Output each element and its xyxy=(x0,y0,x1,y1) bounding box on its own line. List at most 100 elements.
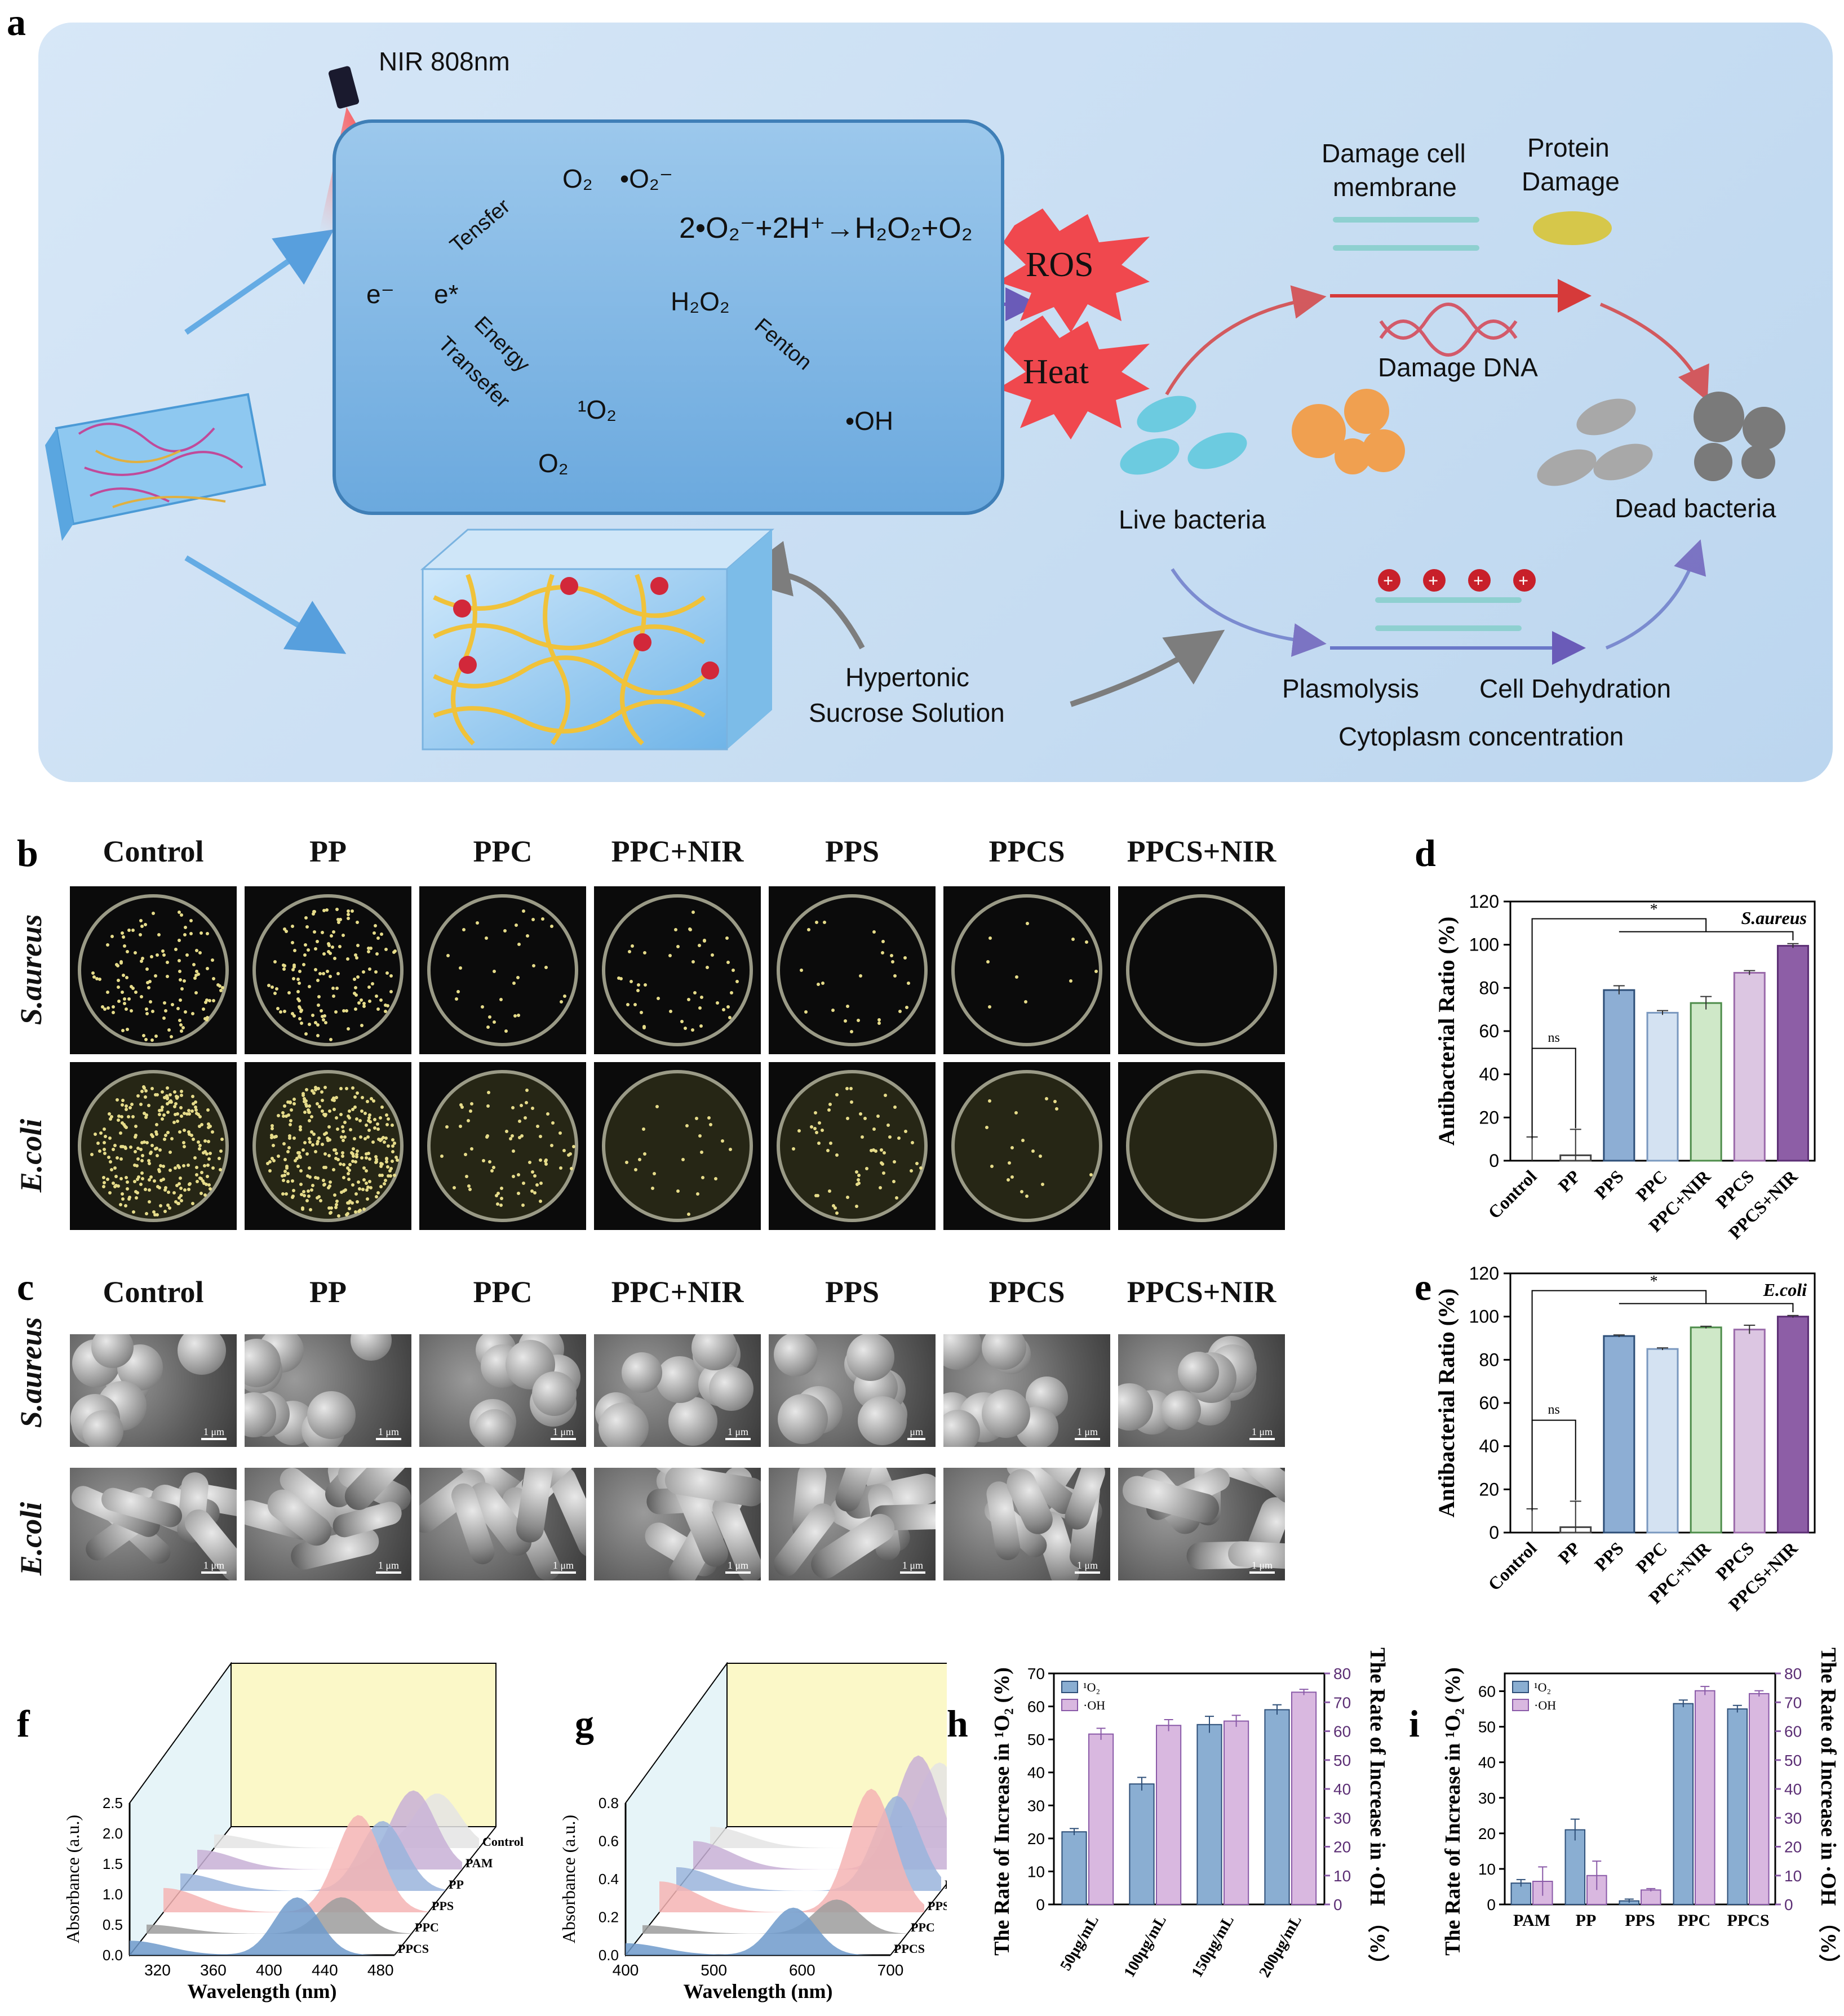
colony xyxy=(281,1111,285,1114)
colony xyxy=(728,1015,732,1019)
colony xyxy=(144,1095,148,1099)
colony xyxy=(361,970,365,974)
colony xyxy=(544,1162,548,1166)
spectrum-PPC xyxy=(642,1899,907,1934)
colony xyxy=(142,1112,146,1116)
colony xyxy=(716,1001,720,1005)
y2-tick-label: 10 xyxy=(1333,1867,1351,1885)
column-header-4: PPS xyxy=(825,834,879,868)
bar-¹O₂-PPC xyxy=(1673,1703,1694,1905)
o2-label-2: O₂ xyxy=(538,449,569,478)
colony xyxy=(316,1023,320,1027)
colony xyxy=(166,1102,170,1105)
colony xyxy=(849,1030,853,1034)
y-tick-label: 50 xyxy=(1027,1731,1045,1748)
bar-¹O₂-PPCS xyxy=(1727,1708,1748,1905)
colony xyxy=(347,1201,351,1205)
panel-letter-e: e xyxy=(1415,1265,1432,1308)
colony xyxy=(532,964,536,968)
colony xyxy=(145,980,149,984)
colony xyxy=(346,909,350,913)
colony xyxy=(470,1102,474,1105)
colony xyxy=(195,969,199,973)
colony xyxy=(158,1148,162,1152)
colony xyxy=(144,1037,148,1041)
colony xyxy=(283,1104,287,1108)
colony xyxy=(282,967,286,971)
colony xyxy=(191,1011,195,1015)
colony xyxy=(1031,1149,1035,1153)
colony xyxy=(673,927,677,931)
y-tick-label: 20 xyxy=(1479,1107,1499,1127)
colony xyxy=(698,1006,702,1010)
colony xyxy=(147,985,150,989)
colony xyxy=(490,1169,494,1173)
colony xyxy=(322,1183,326,1187)
colony xyxy=(166,1086,170,1090)
x-tick-label: 100μg/mL xyxy=(1120,1912,1170,1981)
colony xyxy=(110,934,114,938)
colony xyxy=(454,997,458,1001)
colony xyxy=(206,1163,210,1167)
colony xyxy=(701,1176,704,1180)
y2-tick-label: 30 xyxy=(1784,1809,1802,1827)
y-tick-label: 0.0 xyxy=(599,1947,619,1964)
colony xyxy=(156,1154,159,1158)
colony xyxy=(356,975,360,979)
colony xyxy=(286,1100,290,1104)
colony xyxy=(172,1121,176,1125)
petri-dish-rim xyxy=(252,894,404,1046)
y2-tick-label: 30 xyxy=(1333,1809,1351,1827)
scale-bar: 1 μm xyxy=(201,1426,227,1440)
colony xyxy=(481,1159,485,1163)
colony xyxy=(163,1186,167,1190)
colony xyxy=(102,1148,106,1152)
colony xyxy=(305,925,309,929)
colony xyxy=(134,990,138,994)
colony xyxy=(206,1175,210,1179)
colony xyxy=(348,1169,352,1173)
colony xyxy=(216,983,220,987)
colony xyxy=(367,985,371,989)
colony xyxy=(336,917,340,921)
colony xyxy=(154,1133,158,1136)
colony xyxy=(123,1125,127,1129)
colony xyxy=(104,1135,108,1139)
colony xyxy=(562,994,566,998)
colony xyxy=(328,1184,332,1188)
colony xyxy=(500,1196,504,1200)
colony xyxy=(179,913,183,917)
colony xyxy=(311,1143,315,1147)
colony xyxy=(168,1100,172,1104)
colony xyxy=(986,960,990,963)
colony xyxy=(344,1188,348,1192)
x-tick-label: PAM xyxy=(1513,1911,1550,1930)
colony xyxy=(108,1160,112,1164)
y2-tick-label: 80 xyxy=(1784,1665,1802,1682)
colony xyxy=(185,953,189,957)
colony xyxy=(877,1022,881,1025)
colony xyxy=(634,1167,638,1171)
colony xyxy=(343,1135,347,1139)
colony xyxy=(194,973,198,977)
colony xyxy=(183,1188,187,1192)
excited-electron-label: e* xyxy=(434,279,459,309)
colony xyxy=(194,1173,198,1177)
colony xyxy=(292,977,296,980)
colony xyxy=(90,1153,94,1157)
colony xyxy=(190,1109,194,1113)
colony xyxy=(178,1196,181,1200)
colony xyxy=(289,1122,292,1126)
colony xyxy=(179,1023,183,1027)
colony xyxy=(178,969,181,973)
colony xyxy=(348,1127,352,1131)
colony xyxy=(988,1099,992,1103)
colony xyxy=(103,1141,107,1145)
colony xyxy=(637,983,641,987)
colony xyxy=(192,1138,195,1142)
series-label: PAM xyxy=(466,1856,493,1870)
bar-PPCS xyxy=(1733,972,1766,1162)
y-tick-label: 0.2 xyxy=(599,1909,619,1926)
colony xyxy=(147,1162,151,1166)
colony xyxy=(857,1173,861,1177)
